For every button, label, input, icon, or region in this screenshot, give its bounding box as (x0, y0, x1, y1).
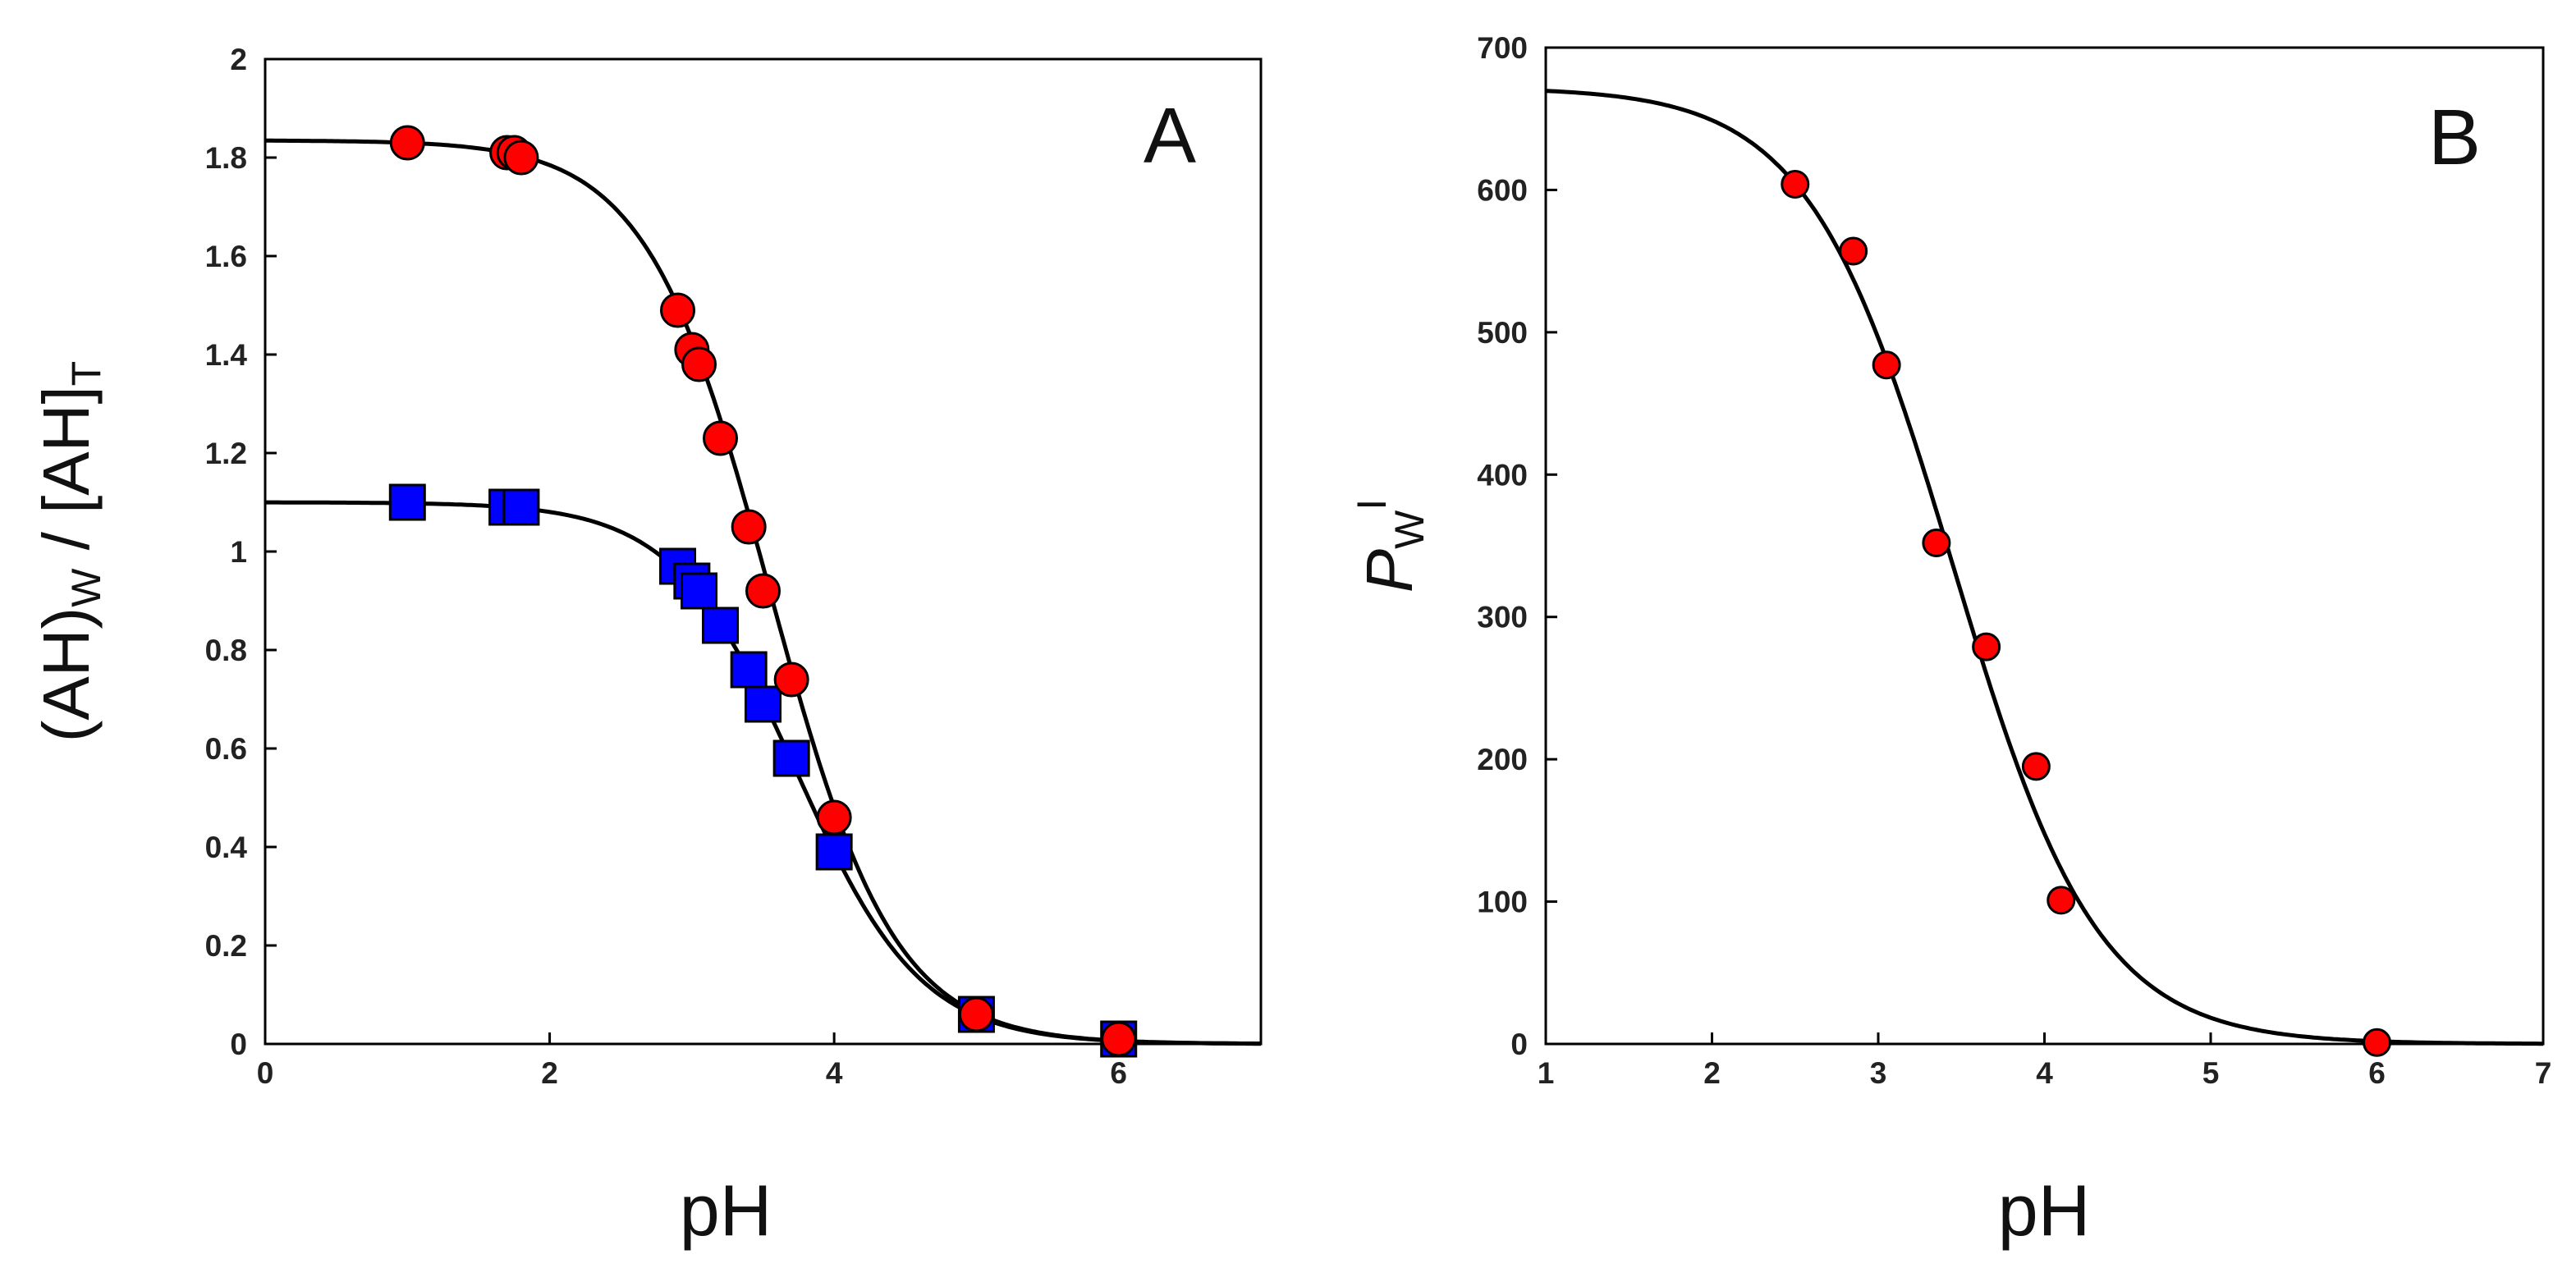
data-point-red-circles (958, 996, 994, 1032)
data-point-red-circles (660, 292, 696, 328)
panel-b-x-ticks: 1 2 3 4 5 6 7 (1538, 1032, 2552, 1090)
panel-b-fit-curves (1545, 89, 2543, 1046)
y-tick-label: 400 (1477, 458, 1528, 492)
data-point-blue-squares (730, 651, 768, 689)
panel-a-frame (264, 57, 1263, 1046)
panel-a-y-ticks: 0 0.2 0.4 0.6 0.8 1 1.2 1.4 1.6 1.8 2 (205, 43, 277, 1061)
y-tick-label: 100 (1477, 886, 1528, 919)
y-tick-label: 0.4 (205, 831, 248, 864)
data-point-red-circles (2047, 886, 2076, 915)
data-point-blue-squares (388, 483, 426, 521)
x-tick-label: 3 (1870, 1056, 1887, 1090)
data-point-red-circles (816, 799, 852, 835)
panel-a-data-points (388, 125, 1138, 1058)
y-tick-label: 500 (1477, 316, 1528, 350)
data-point-blue-squares (681, 572, 718, 610)
data-point-blue-squares (745, 685, 782, 723)
data-point-red-circles (1839, 236, 1868, 266)
data-point-blue-squares (702, 607, 740, 644)
y-tick-label: 1.8 (205, 141, 247, 175)
y-tick-label: 200 (1477, 743, 1528, 776)
panel-b-y-axis-label: PWI (1349, 499, 1432, 593)
panel-b-y-ticks: 0 100 200 300 400 500 600 700 (1477, 31, 1557, 1061)
y-tick-label: 1.6 (205, 240, 247, 273)
data-point-red-circles (681, 346, 717, 382)
data-point-red-circles (2363, 1028, 2391, 1057)
y-tick-label: 700 (1477, 31, 1528, 65)
fit-curve-red-circles (1545, 89, 2543, 1046)
y-tick-label: 1.4 (205, 338, 248, 372)
data-point-red-circles (745, 573, 781, 609)
data-point-blue-squares (772, 739, 810, 777)
panel-a: 0 2 4 6 0 0.2 0.4 0.6 0.8 1 1.2 1.4 1.6 1.8 2 A pH (A… (30, 43, 1263, 1251)
panel-b: 1 2 3 4 5 6 7 0 100 200 300 400 500 600 700 B pH PWI (1349, 31, 2551, 1251)
x-tick-label: 4 (2036, 1056, 2053, 1090)
data-point-red-circles (1101, 1021, 1137, 1057)
x-tick-label: 7 (2535, 1056, 2552, 1090)
x-tick-label: 6 (2368, 1056, 2386, 1090)
x-tick-label: 0 (257, 1056, 274, 1090)
panel-b-letter: B (2428, 94, 2481, 181)
y-tick-label: 600 (1477, 173, 1528, 207)
y-tick-label: 0.6 (205, 732, 247, 766)
panel-b-frame (1544, 46, 2545, 1046)
x-tick-label: 5 (2202, 1056, 2220, 1090)
panel-b-x-axis-label: pH (1998, 1170, 2091, 1251)
data-point-blue-squares (502, 488, 540, 526)
x-tick-label: 2 (541, 1056, 558, 1090)
y-tick-label: 300 (1477, 601, 1528, 634)
x-tick-label: 1 (1538, 1056, 1555, 1090)
y-tick-label: 1 (230, 535, 247, 569)
panel-a-x-axis-label: pH (680, 1170, 772, 1251)
y-tick-label: 2 (230, 43, 247, 76)
y-tick-label: 0.2 (205, 929, 247, 963)
y-tick-label: 1.2 (205, 437, 247, 470)
x-tick-label: 2 (1703, 1056, 1721, 1090)
data-point-red-circles (1872, 350, 1901, 380)
y-tick-label: 0 (1510, 1028, 1528, 1061)
data-point-red-circles (389, 125, 425, 161)
panel-a-x-ticks: 0 2 4 6 (257, 1032, 1127, 1090)
data-point-red-circles (731, 509, 767, 545)
data-point-red-circles (773, 661, 809, 698)
panel-a-letter: A (1144, 92, 1196, 180)
data-point-red-circles (2021, 752, 2051, 781)
data-point-red-circles (703, 420, 739, 456)
data-point-red-circles (503, 140, 539, 176)
data-point-red-circles (1922, 529, 1951, 558)
y-tick-label: 0.8 (205, 634, 247, 667)
panel-a-y-axis-label: (AH)W / [AH]T (30, 361, 109, 742)
data-point-red-circles (1781, 169, 1810, 199)
x-tick-label: 4 (826, 1056, 843, 1090)
panel-b-data-points (1781, 169, 2391, 1057)
data-point-red-circles (1972, 632, 2001, 661)
x-tick-label: 6 (1110, 1056, 1127, 1090)
y-tick-label: 0 (230, 1028, 247, 1061)
data-point-blue-squares (815, 833, 853, 871)
